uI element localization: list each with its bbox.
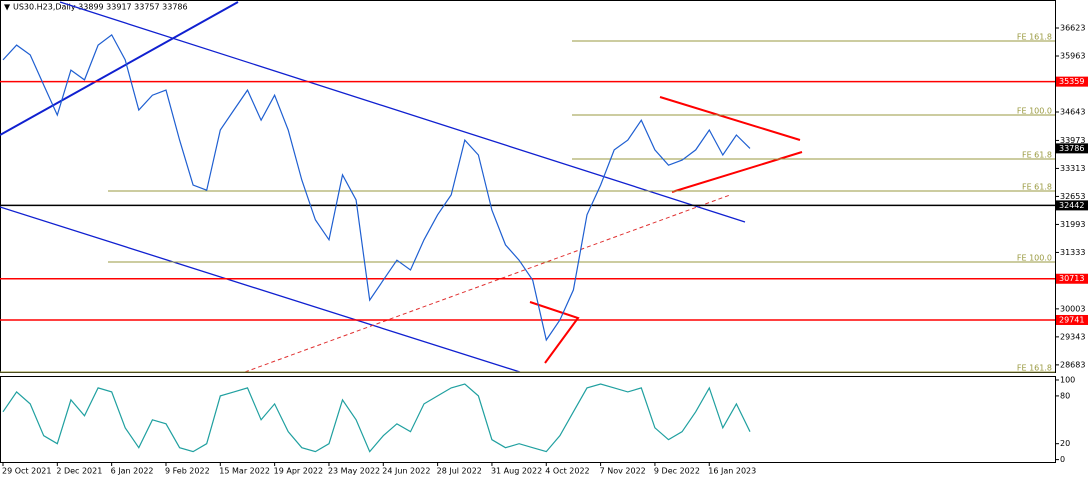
fibo-label: FE 61.8 xyxy=(1022,183,1052,192)
x-tick-label: 23 May 2022 xyxy=(328,467,380,476)
series-line xyxy=(2,383,751,453)
level-box xyxy=(1056,273,1088,284)
x-tick-label: 19 Apr 2022 xyxy=(274,467,323,476)
y-tick-label: 36623 xyxy=(1060,24,1085,33)
trendline xyxy=(0,1,239,136)
y-tick-label: 31333 xyxy=(1060,248,1085,257)
y-tick-label: 33973 xyxy=(1060,136,1085,145)
x-tick-label: 24 Jun 2022 xyxy=(382,467,430,476)
level-label: 32442 xyxy=(1059,201,1084,210)
fibo-label: FE 100.0 xyxy=(1017,253,1052,262)
fibo-label: FE 161.8 xyxy=(1017,32,1052,41)
triangle-lower xyxy=(671,151,803,193)
level-label: 29741 xyxy=(1059,315,1084,324)
fibo-label: FE 161.8 xyxy=(1017,364,1052,373)
level-box xyxy=(1056,314,1088,325)
main-panel xyxy=(0,0,1056,373)
y-tick-label: 20 xyxy=(1060,439,1070,448)
x-tick-label: 7 Nov 2022 xyxy=(600,467,646,476)
y-tick-label: 29343 xyxy=(1060,332,1085,341)
level-label: 30713 xyxy=(1059,274,1084,283)
level-label: 33786 xyxy=(1059,144,1084,153)
header-arrow: ▼ xyxy=(4,3,11,12)
header: US30.H23,Daily 33899 33917 33757 33786 xyxy=(13,3,188,12)
channel-upper xyxy=(59,1,746,223)
x-tick-label: 16 Jan 2023 xyxy=(708,467,756,476)
x-tick-label: 15 Mar 2022 xyxy=(219,467,270,476)
x-tick-label: 6 Jan 2022 xyxy=(111,467,154,476)
y-tick-label: 28683 xyxy=(1060,360,1085,369)
x-tick-label: 9 Feb 2022 xyxy=(165,467,210,476)
x-tick-label: 31 Aug 2022 xyxy=(491,467,542,476)
y-tick-label: 32653 xyxy=(1060,192,1085,201)
fibo-label: FE 61.8 xyxy=(1022,151,1052,160)
y-tick-label: 33313 xyxy=(1060,164,1085,173)
y-tick-label: 30003 xyxy=(1060,304,1085,313)
triangle-upper xyxy=(659,96,801,141)
level-label: 35359 xyxy=(1059,77,1084,86)
level-box xyxy=(1056,76,1088,87)
y-tick-label: 0 xyxy=(1060,455,1065,464)
series-line xyxy=(2,34,751,342)
small-triangle xyxy=(529,301,580,364)
x-tick-label: 4 Oct 2022 xyxy=(545,467,589,476)
channel-lower xyxy=(0,206,521,373)
y-tick-label: 100 xyxy=(1060,375,1075,384)
dashed-trend xyxy=(244,194,731,373)
y-tick-label: 80 xyxy=(1060,391,1070,400)
level-box xyxy=(1056,143,1088,154)
y-tick-label: 31993 xyxy=(1060,220,1085,229)
fibo-label: FE 100.0 xyxy=(1017,107,1052,116)
trendlines xyxy=(0,1,803,373)
x-tick-label: 9 Dec 2022 xyxy=(654,467,700,476)
oscillator-panel xyxy=(0,376,1056,463)
y-tick-label: 35963 xyxy=(1060,52,1085,61)
level-box xyxy=(1056,200,1088,211)
x-tick-label: 2 Dec 2021 xyxy=(56,467,102,476)
x-tick-label: 29 Oct 2021 xyxy=(2,467,51,476)
y-tick-label: 34643 xyxy=(1060,108,1085,117)
x-tick-label: 28 Jul 2022 xyxy=(437,467,482,476)
